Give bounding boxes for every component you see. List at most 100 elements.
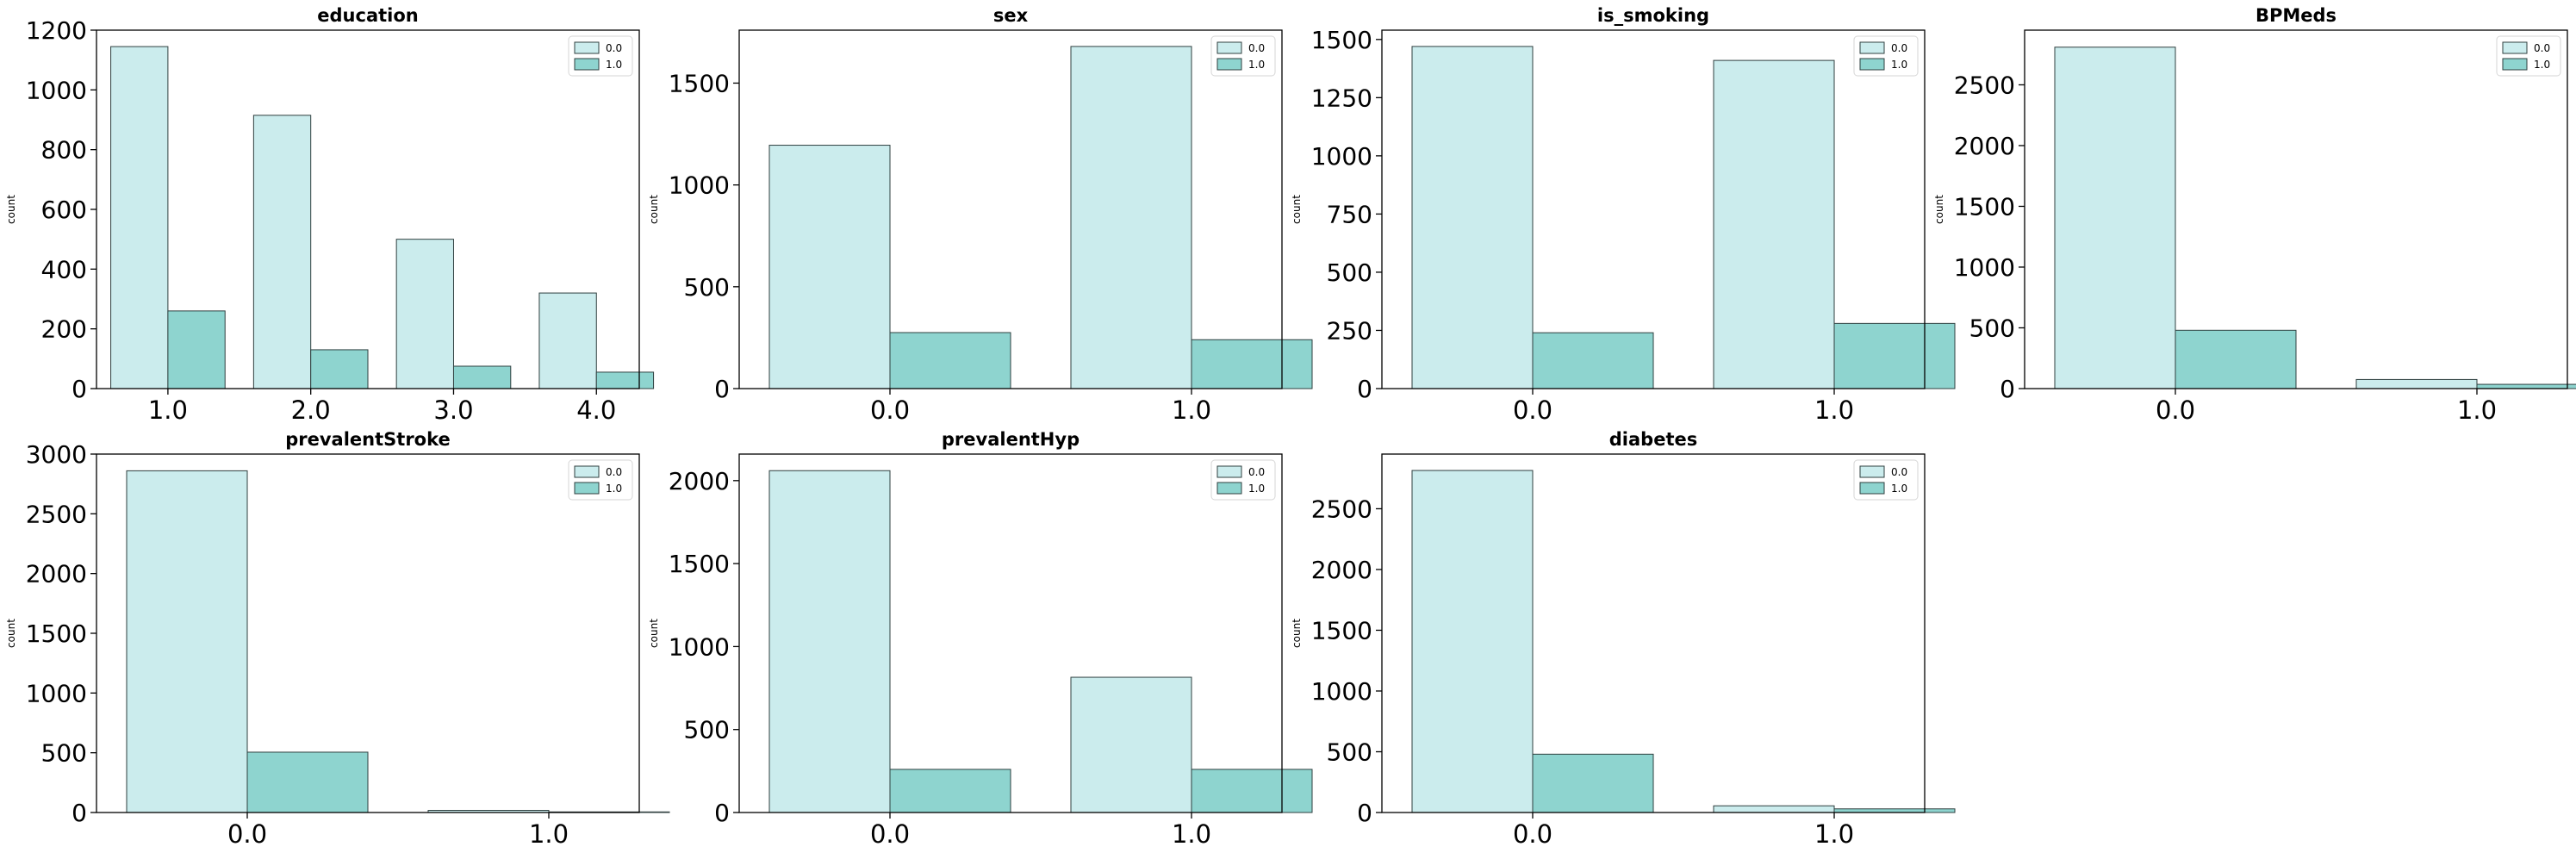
y-tick-label: 1000 xyxy=(26,679,87,707)
axes-frame xyxy=(1381,453,1926,813)
legend: 0.01.0 xyxy=(1853,35,1919,77)
y-tick-label: 1500 xyxy=(669,550,730,578)
x-tick-label: 4.0 xyxy=(576,395,616,425)
legend-swatch-0.0 xyxy=(1216,465,1242,478)
bar-0.0-series-0.0 xyxy=(1411,46,1534,389)
bar-0.0-series-0.0 xyxy=(2054,47,2176,389)
bar-0.0-series-1.0 xyxy=(2175,329,2297,389)
y-tick-label: 3000 xyxy=(26,440,87,469)
y-tick-label: 750 xyxy=(1327,200,1372,228)
y-tick-label: 1000 xyxy=(1311,142,1372,171)
y-tick-label: 500 xyxy=(1969,314,2015,342)
legend: 0.01.0 xyxy=(1853,459,1919,501)
x-tick-label: 2.0 xyxy=(291,395,331,425)
y-tick-label: 1500 xyxy=(1311,616,1372,644)
y-tick-label: 2000 xyxy=(26,560,87,588)
bar-0.0-series-0.0 xyxy=(768,470,891,813)
y-tick-label: 1000 xyxy=(1311,677,1372,706)
bar-1.0-series-0.0 xyxy=(1713,805,1835,813)
x-tick-label: 0.0 xyxy=(1513,395,1552,425)
legend-swatch-1.0 xyxy=(1859,58,1885,71)
chart-title: BPMeds xyxy=(2256,5,2336,26)
legend-label: 0.0 xyxy=(2534,42,2550,54)
x-tick-label: 1.0 xyxy=(1172,819,1211,849)
bar-3.0-series-1.0 xyxy=(452,365,512,389)
legend-swatch-1.0 xyxy=(1216,482,1242,495)
bar-1.0-series-1.0 xyxy=(1191,339,1313,389)
x-tick-label: 1.0 xyxy=(1172,395,1211,425)
y-tick-label: 800 xyxy=(41,136,87,165)
x-tick-label: 0.0 xyxy=(227,819,267,849)
legend-label: 1.0 xyxy=(2534,59,2550,71)
y-tick-label: 600 xyxy=(41,196,87,224)
chart-title: sex xyxy=(993,5,1029,26)
legend-label: 0.0 xyxy=(1248,42,1265,54)
legend-label: 1.0 xyxy=(1891,483,1907,495)
bar-0.0-series-1.0 xyxy=(1532,332,1654,389)
legend-swatch-0.0 xyxy=(574,465,600,478)
bar-1.0-series-0.0 xyxy=(1070,46,1192,389)
axes-frame xyxy=(2024,29,2568,389)
x-tick-label: 0.0 xyxy=(2156,395,2195,425)
legend-label: 0.0 xyxy=(606,466,622,478)
legend-swatch-1.0 xyxy=(1859,482,1885,495)
y-tick-label: 2500 xyxy=(1954,71,2015,99)
y-tick-label: 250 xyxy=(1327,316,1372,345)
x-tick-label: 0.0 xyxy=(1513,819,1552,849)
y-axis-label: count xyxy=(5,619,17,648)
legend: 0.01.0 xyxy=(2496,35,2561,77)
bar-3.0-series-0.0 xyxy=(395,239,454,389)
bar-4.0-series-1.0 xyxy=(595,371,655,389)
legend-label: 0.0 xyxy=(1891,42,1907,54)
axes-frame xyxy=(738,29,1283,389)
legend-label: 1.0 xyxy=(1248,59,1265,71)
y-tick-label: 1500 xyxy=(1954,192,2015,221)
bar-1.0-series-0.0 xyxy=(1070,676,1192,813)
x-tick-label: 0.0 xyxy=(870,819,910,849)
y-axis-label: count xyxy=(1933,195,1945,224)
y-tick-label: 1500 xyxy=(669,69,730,97)
bar-2.0-series-1.0 xyxy=(310,349,369,389)
bar-1.0-series-0.0 xyxy=(1713,59,1835,389)
y-tick-label: 1000 xyxy=(669,632,730,661)
chart-title: prevalentHyp xyxy=(942,429,1080,450)
bar-0.0-series-0.0 xyxy=(1411,470,1534,813)
bar-1.0-series-1.0 xyxy=(1833,322,1956,389)
y-tick-label: 0 xyxy=(714,799,730,827)
bar-2.0-series-0.0 xyxy=(252,115,312,389)
y-tick-label: 2000 xyxy=(1311,556,1372,584)
chart-title: diabetes xyxy=(1609,429,1697,450)
legend-label: 1.0 xyxy=(1248,483,1265,495)
y-tick-label: 2000 xyxy=(669,467,730,495)
y-axis-label: count xyxy=(1291,195,1303,224)
axes-frame xyxy=(738,453,1283,813)
legend-swatch-0.0 xyxy=(574,41,600,54)
legend-label: 1.0 xyxy=(606,59,622,71)
x-tick-label: 0.0 xyxy=(870,395,910,425)
chart-title: is_smoking xyxy=(1597,5,1709,26)
legend-label: 0.0 xyxy=(606,42,622,54)
legend: 0.01.0 xyxy=(1210,35,1276,77)
bar-0.0-series-1.0 xyxy=(889,332,1011,389)
y-tick-label: 1500 xyxy=(26,620,87,648)
y-tick-label: 1200 xyxy=(26,16,87,45)
chart-title: prevalentStroke xyxy=(285,429,451,450)
bar-1.0-series-1.0 xyxy=(2476,383,2576,389)
x-tick-label: 1.0 xyxy=(1814,819,1854,849)
legend-label: 0.0 xyxy=(1248,466,1265,478)
y-axis-label: count xyxy=(1291,619,1303,648)
bar-4.0-series-0.0 xyxy=(538,292,597,389)
y-tick-label: 200 xyxy=(41,315,87,344)
legend-swatch-0.0 xyxy=(1216,41,1242,54)
bar-1.0-series-1.0 xyxy=(167,310,226,389)
legend-swatch-0.0 xyxy=(2502,41,2528,54)
bar-0.0-series-1.0 xyxy=(1532,753,1654,813)
bar-0.0-series-0.0 xyxy=(768,145,891,389)
x-tick-label: 1.0 xyxy=(1814,395,1854,425)
y-tick-label: 500 xyxy=(684,273,730,302)
y-tick-label: 0 xyxy=(72,375,87,403)
legend-label: 1.0 xyxy=(1891,59,1907,71)
